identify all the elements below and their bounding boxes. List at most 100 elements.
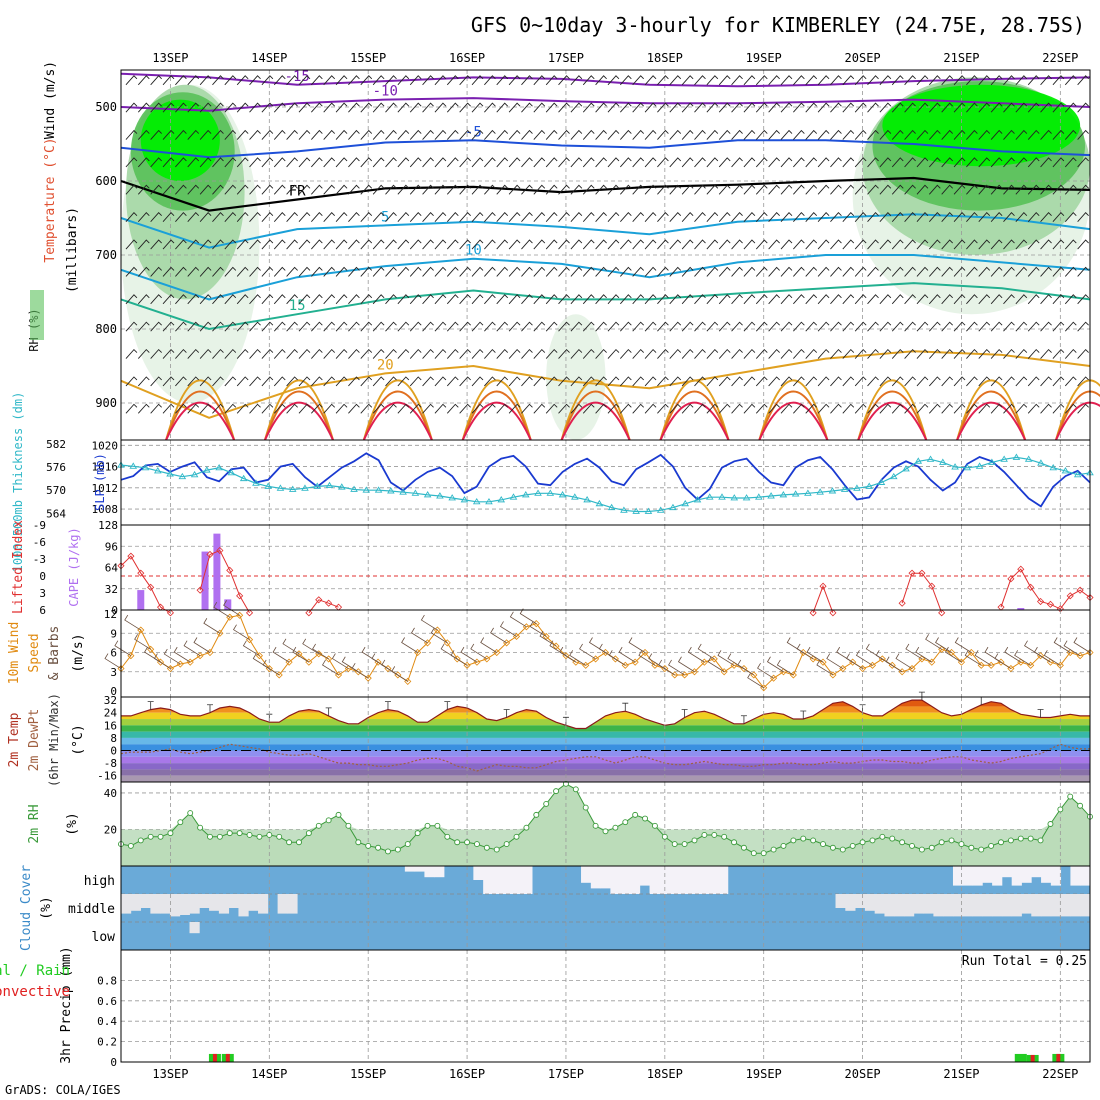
cape-tick-label: 96: [105, 540, 118, 553]
wind-tick-label: 0: [110, 685, 117, 698]
cloud-cell: [952, 894, 964, 917]
wind-barb: [508, 348, 521, 359]
warm-isotherm-arch: [956, 390, 1027, 441]
wind-barb: [978, 157, 991, 168]
surface-wind-barb: [677, 656, 695, 673]
surface-wind-barb: [331, 653, 349, 669]
surface-wind-barb: [173, 646, 191, 663]
wind-barb: [718, 294, 731, 305]
surface-wind-barb: [826, 653, 844, 669]
wind-barb: [348, 157, 360, 168]
thickness-marker: [288, 485, 297, 492]
cloud-cell: [590, 866, 602, 889]
wind-barb: [953, 212, 966, 222]
wind-barb: [545, 266, 558, 277]
wind-barb: [830, 129, 842, 140]
thickness-marker: [1012, 453, 1021, 460]
precip-tick-label: 0: [110, 1056, 117, 1069]
wind-barb: [459, 129, 471, 140]
wind-barb: [928, 75, 941, 86]
wind-barb: [397, 75, 410, 86]
wind-barb: [632, 266, 645, 277]
wind-tick-label: 3: [110, 666, 117, 679]
wind-barb: [360, 239, 373, 250]
wind-barb: [780, 157, 793, 168]
wind-barb: [1052, 75, 1065, 86]
wind-barb: [941, 212, 954, 222]
rh2m-marker: [464, 839, 471, 846]
wind-barb: [793, 157, 805, 168]
surface-wind-barb: [885, 656, 903, 673]
surface-wind-barb: [124, 614, 141, 631]
wind-barb: [805, 212, 818, 222]
wind-barb: [904, 348, 916, 359]
temp-band: [121, 750, 1090, 757]
thickness-marker: [693, 496, 702, 503]
lifted-index-marker: [819, 582, 827, 590]
surface-wind-barb: [529, 621, 547, 637]
wind-barb: [731, 184, 743, 195]
wind-barb: [1003, 75, 1015, 86]
thickness-marker: [595, 499, 604, 507]
wind-barb: [595, 376, 607, 387]
wind-barb: [484, 321, 496, 332]
surface-wind-barb: [223, 600, 240, 616]
wind-barb: [558, 403, 570, 414]
wind-barb: [545, 157, 558, 168]
cloud-cell: [1080, 894, 1091, 917]
wind-barb: [273, 266, 286, 277]
wind-barb: [484, 75, 496, 86]
thickness-marker: [1061, 467, 1070, 474]
wind-barb: [904, 75, 916, 86]
wind-barb: [793, 102, 805, 113]
wind-barb: [817, 294, 830, 305]
wind-barb: [137, 266, 150, 277]
wind-barb: [830, 294, 842, 305]
rh2m-marker: [474, 841, 480, 848]
cloud-cell: [688, 866, 699, 894]
date-tick-label-top: 19SEP: [746, 51, 782, 65]
rh2m-marker: [968, 844, 975, 851]
rh-fill-dark: [121, 783, 1090, 866]
li-tick-label: 3: [39, 587, 46, 600]
wind-barb: [199, 348, 212, 359]
wind-barb: [409, 212, 422, 222]
wind-barb: [521, 102, 533, 113]
wind-barb: [731, 129, 743, 140]
wind-barb: [521, 129, 533, 140]
wind-barb: [249, 239, 261, 250]
wind-barb: [619, 157, 632, 168]
wind-barb: [496, 239, 509, 250]
wind-barb: [978, 184, 991, 195]
wind-barb: [1040, 294, 1052, 305]
rh2m-axis-label: 2m RH: [27, 804, 42, 843]
surface-wind-barb: [1024, 640, 1041, 657]
wind-barb: [471, 184, 484, 195]
pressure-tick-label: 500: [95, 100, 117, 114]
wind-barb: [1077, 403, 1089, 414]
wind-barb: [904, 403, 916, 414]
wind-barb: [817, 157, 830, 168]
wind-barb: [261, 184, 274, 195]
wind-barb: [162, 294, 175, 305]
cloud-cell: [1021, 866, 1032, 883]
wind-barb: [187, 266, 200, 277]
thickness-marker: [521, 490, 530, 498]
wind-barb: [162, 239, 175, 250]
temp-minmax-whisker: [1037, 709, 1044, 718]
wind-barb: [657, 348, 669, 359]
thickness-marker: [178, 472, 187, 480]
wind-barb: [582, 129, 595, 140]
wind-barb: [694, 102, 706, 113]
wind-barb: [793, 75, 805, 86]
wind-barb: [372, 157, 385, 168]
wind-barb: [1027, 184, 1040, 195]
wind-barb: [311, 184, 323, 195]
cape-tick-label: 64: [105, 562, 119, 575]
wind-barb: [311, 376, 323, 387]
thickness-marker: [448, 494, 456, 501]
thickness-marker: [669, 503, 677, 511]
wind-barb: [904, 212, 916, 222]
wind-barb: [533, 403, 546, 414]
wind-barb: [446, 75, 459, 86]
